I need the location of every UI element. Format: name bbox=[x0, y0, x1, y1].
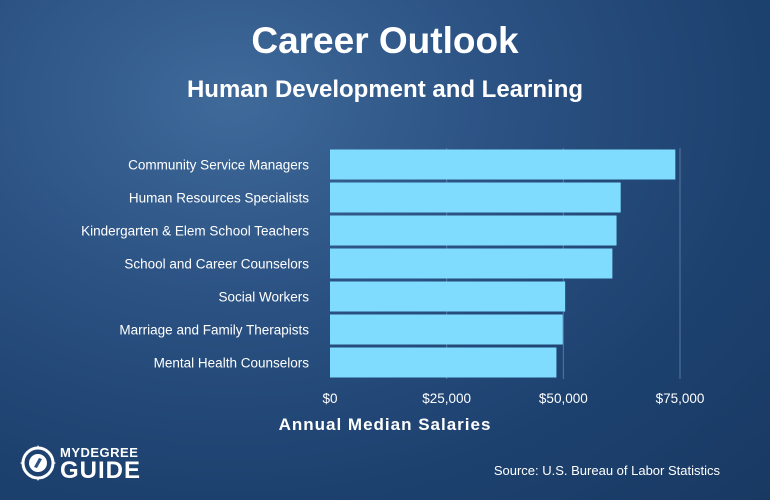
bar bbox=[330, 182, 621, 213]
category-label: Kindergarten & Elem School Teachers bbox=[81, 224, 309, 239]
x-tick-label: $75,000 bbox=[656, 391, 705, 406]
compass-icon bbox=[20, 445, 56, 481]
x-tick-label: $25,000 bbox=[422, 391, 471, 406]
bar bbox=[330, 215, 617, 246]
category-label: Human Resources Specialists bbox=[129, 191, 309, 206]
bar bbox=[330, 347, 557, 378]
logo-text-bottom: GUIDE bbox=[60, 457, 142, 484]
x-tick-label: $0 bbox=[322, 391, 337, 406]
category-label: Mental Health Counselors bbox=[154, 356, 310, 371]
bar bbox=[330, 281, 566, 312]
chart-title: Career Outlook bbox=[251, 20, 519, 61]
source-note: Source: U.S. Bureau of Labor Statistics bbox=[493, 463, 720, 478]
site-logo[interactable]: MYDEGREE GUIDE bbox=[18, 441, 148, 487]
category-label: Marriage and Family Therapists bbox=[119, 323, 309, 338]
bar bbox=[330, 149, 676, 180]
bar bbox=[330, 248, 613, 279]
logo-text-top: MYDEGREE bbox=[60, 445, 139, 460]
category-label: Social Workers bbox=[218, 290, 309, 305]
category-label: School and Career Counselors bbox=[124, 257, 309, 272]
x-tick-label: $50,000 bbox=[539, 391, 588, 406]
bar bbox=[330, 314, 563, 345]
category-label: Community Service Managers bbox=[128, 158, 309, 173]
x-axis-label: Annual Median Salaries bbox=[278, 415, 492, 434]
chart-subtitle: Human Development and Learning bbox=[186, 76, 584, 103]
